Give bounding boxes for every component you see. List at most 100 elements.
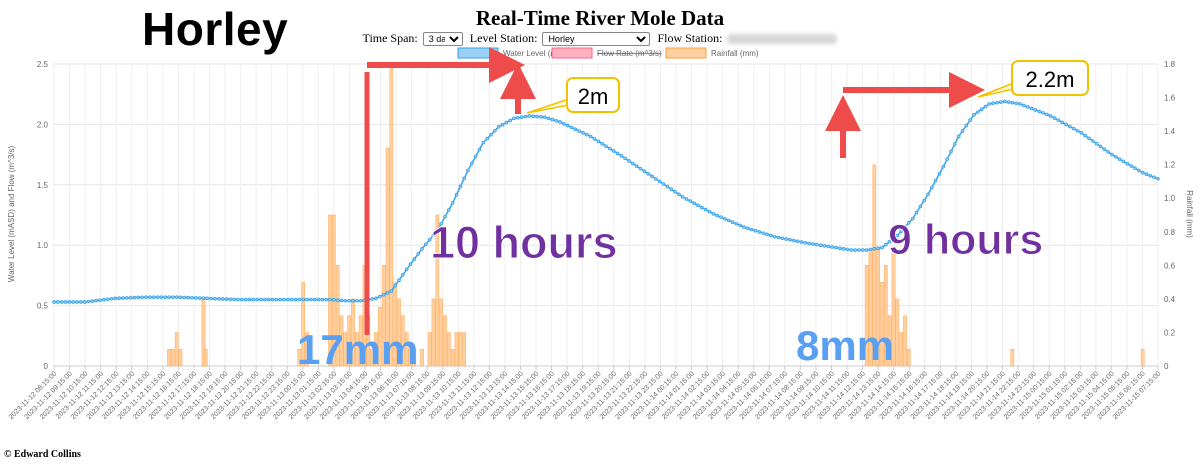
water-level-point: [531, 114, 535, 119]
legend-label-water-level[interactable]: Water Level (mASD): [503, 49, 576, 58]
water-level-point: [59, 300, 64, 304]
water-level-point: [1018, 102, 1022, 106]
rainfall-bar: [880, 281, 884, 367]
water-level-point: [220, 297, 225, 301]
water-level-point: [293, 297, 298, 302]
legend-label-flow-rate[interactable]: Flow Rate (m^3/s): [597, 49, 662, 58]
water-level-point: [75, 300, 79, 304]
water-level-point: [581, 131, 585, 135]
water-level-point: [1037, 109, 1041, 114]
water-level-point: [351, 298, 355, 303]
rainfall-bar: [903, 315, 907, 367]
water-level-point: [462, 176, 466, 181]
water-level-point: [217, 297, 221, 301]
water-level-point: [623, 156, 627, 161]
water-level-point: [1110, 152, 1114, 157]
y2-tick-label: 0.2: [1164, 328, 1176, 337]
water-level-point: [1102, 147, 1107, 151]
water-level-point: [79, 300, 83, 304]
water-level-point: [240, 297, 244, 302]
water-level-point: [431, 233, 436, 238]
water-level-point: [144, 295, 148, 299]
y2-tick-label: 0.8: [1164, 228, 1176, 237]
time-span-select[interactable]: 3 days: [422, 32, 463, 47]
water-level-point: [937, 171, 942, 176]
water-level-point: [113, 296, 118, 301]
water-level-point: [684, 197, 689, 201]
water-level-point: [393, 283, 397, 288]
callout-2m-text: 2m: [578, 84, 609, 109]
water-level-point: [171, 295, 175, 299]
legend-label-rainfall[interactable]: Rainfall (mm): [711, 49, 759, 58]
water-level-point: [1006, 100, 1011, 104]
water-level-point: [473, 154, 478, 159]
legend-swatch-rainfall[interactable]: [665, 47, 707, 59]
water-level-point: [562, 121, 566, 126]
place-name: Horley: [142, 3, 289, 55]
water-level-point: [1041, 111, 1045, 115]
water-level-point: [611, 149, 616, 153]
water-level-point: [914, 210, 919, 215]
water-level-point: [443, 215, 447, 219]
water-level-point: [163, 295, 167, 299]
rainfall-bar: [339, 315, 344, 367]
water-level-point: [945, 157, 949, 161]
water-level-point: [209, 296, 213, 301]
water-level-point: [1033, 108, 1038, 112]
water-level-point: [312, 297, 317, 302]
flow-station-redacted[interactable]: [727, 34, 838, 45]
water-level-point: [964, 123, 969, 128]
y-axis-title: Water Level (mASD) and Flow (m^3/s): [7, 145, 16, 282]
water-level-point: [167, 295, 171, 299]
legend-swatch-flow-rate[interactable]: [551, 47, 593, 59]
water-level-point: [680, 195, 685, 199]
water-level-point: [389, 289, 394, 293]
water-level-point: [420, 247, 424, 251]
water-level-point: [838, 246, 842, 251]
water-level-point: [983, 104, 988, 109]
water-level-point: [795, 239, 800, 244]
rainfall-bar: [397, 298, 401, 367]
water-level-point: [324, 297, 328, 302]
water-level-point: [255, 297, 259, 302]
water-level-point: [328, 297, 332, 302]
water-level-point: [1064, 122, 1068, 127]
water-level-point: [412, 257, 417, 261]
y2-tick-label: 1.6: [1164, 94, 1176, 103]
water-level-point: [128, 295, 133, 300]
water-level-point: [527, 114, 532, 118]
water-level-point: [788, 237, 792, 242]
water-level-point: [884, 242, 888, 247]
water-level-point: [719, 215, 723, 219]
water-level-point: [608, 146, 612, 151]
water-level-point: [523, 114, 528, 119]
water-level-point: [121, 296, 125, 300]
water-level-point: [899, 229, 903, 234]
water-level-point: [910, 216, 915, 221]
water-level-point: [826, 244, 831, 249]
legend-swatch-water-level[interactable]: [457, 47, 499, 59]
rainfall-bar: [370, 349, 374, 367]
water-level-point: [305, 297, 309, 302]
water-level-point: [907, 221, 911, 225]
water-level-point: [619, 154, 624, 158]
y2-axis-title: Rainfall (mm): [1185, 190, 1194, 238]
water-level-point: [197, 296, 202, 300]
water-level-point: [1148, 173, 1153, 178]
water-level-point: [573, 127, 578, 132]
level-station-select[interactable]: Horley: [542, 32, 651, 47]
rainfall-bar: [178, 349, 183, 367]
water-level-point: [504, 120, 509, 125]
rainfall-bar: [431, 298, 436, 367]
water-level-point: [1002, 99, 1007, 104]
water-level-point: [378, 294, 382, 299]
water-level-point: [190, 295, 194, 300]
water-level-point: [723, 216, 727, 221]
water-level-point: [554, 118, 558, 123]
water-level-point: [71, 300, 75, 304]
water-level-point: [627, 159, 631, 163]
y2-tick-label: 1.4: [1164, 127, 1176, 136]
y-tick-label: 0: [44, 362, 49, 371]
rainfall-bar: [401, 315, 405, 367]
water-level-point: [86, 299, 91, 304]
